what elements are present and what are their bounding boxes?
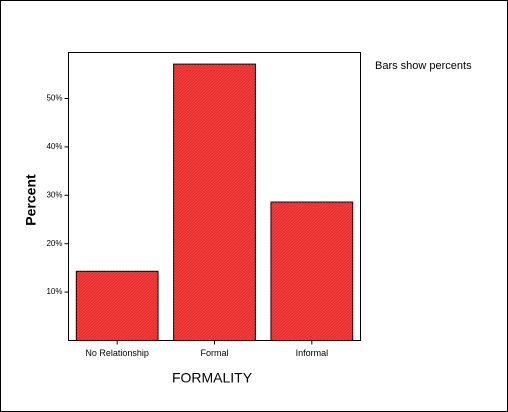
- x-tick-label: No Relationship: [85, 348, 149, 358]
- y-axis-label: Percent: [23, 174, 39, 226]
- y-tick-label: 10%: [46, 287, 62, 296]
- bar-hatch: [76, 271, 159, 341]
- y-tick-label: 40%: [46, 142, 62, 151]
- y-tick-label: 50%: [46, 94, 62, 103]
- y-tick-label: 20%: [46, 239, 62, 248]
- bar-hatch: [173, 64, 256, 341]
- annotation: Bars show percents: [375, 60, 472, 72]
- bar-hatch: [270, 202, 353, 341]
- x-tick-label: Informal: [296, 348, 329, 358]
- y-tick-label: 30%: [46, 190, 62, 199]
- x-tick-label: Formal: [200, 348, 228, 358]
- x-axis-label: FORMALITY: [172, 370, 253, 386]
